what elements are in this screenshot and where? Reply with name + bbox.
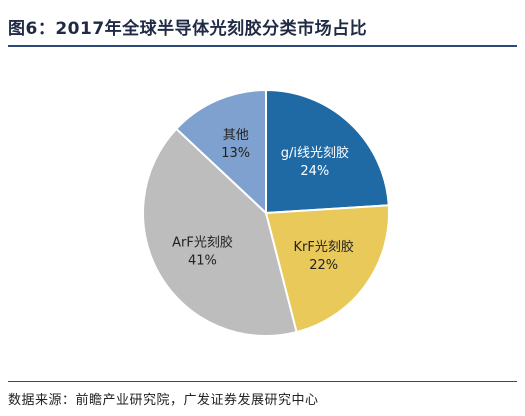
pie-slice-1 — [264, 204, 390, 334]
slice-name-label-0: g/i线光刻胶 — [281, 145, 349, 161]
figure-title: 图6：2017年全球半导体光刻胶分类市场占比 — [8, 19, 368, 39]
slice-value-label-2: 41% — [188, 254, 217, 269]
slice-value-label-3: 13% — [221, 146, 250, 161]
pie-chart: g/i线光刻胶 24% KrF光刻胶 22% ArF光刻胶 41% 其他 13% — [142, 88, 390, 337]
slice-value-label-0: 24% — [300, 164, 329, 179]
slice-value-label-1: 22% — [309, 258, 338, 273]
figure-title-bar: 图6：2017年全球半导体光刻胶分类市场占比 — [8, 14, 517, 44]
pie-slice-0 — [265, 88, 390, 215]
slice-name-label-1: KrF光刻胶 — [294, 239, 354, 255]
slice-name-label-2: ArF光刻胶 — [172, 235, 233, 251]
pie-slice-3 — [174, 88, 267, 216]
pie-slice-2 — [142, 127, 298, 337]
slice-name-label-3: 其他 — [223, 128, 249, 143]
source-divider — [8, 381, 517, 382]
chart-area: g/i线光刻胶 24% KrF光刻胶 22% ArF光刻胶 41% 其他 13% — [0, 47, 525, 380]
title-divider — [8, 45, 517, 47]
source-note: 数据来源：前瞻产业研究院，广发证券发展研究中心 — [8, 393, 319, 408]
